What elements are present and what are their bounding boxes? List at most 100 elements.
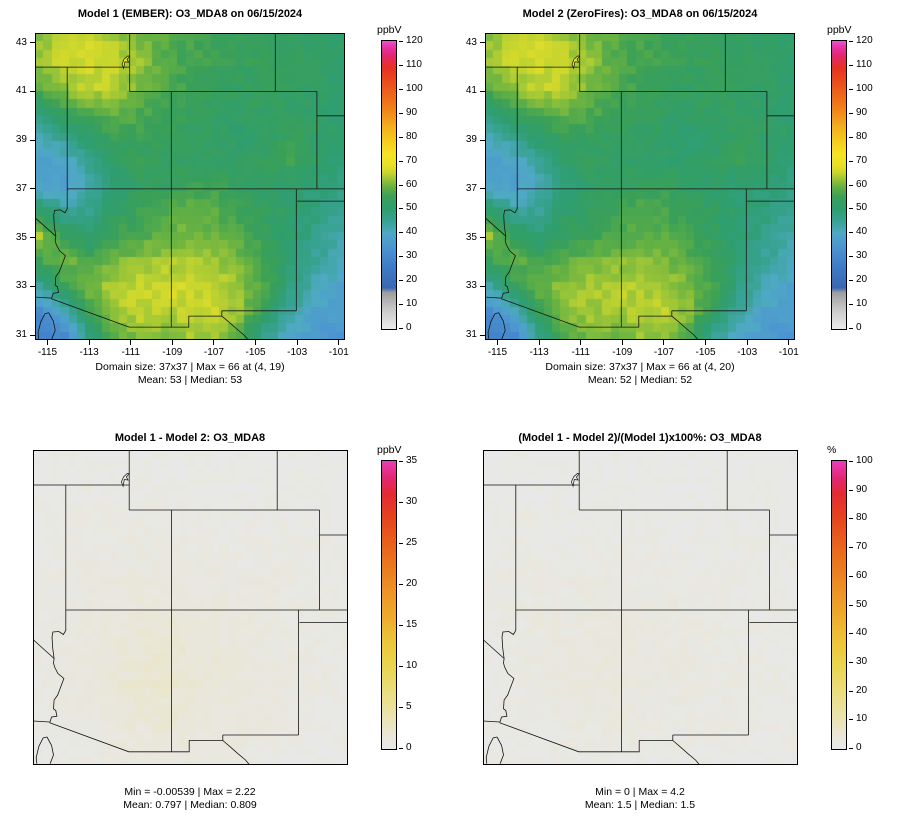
state-boundary-line (501, 298, 672, 328)
colorbar-tick-label: 60 (856, 569, 868, 581)
colorbar-tick-label: 15 (406, 619, 418, 630)
colorbar-tick (849, 461, 853, 462)
x-axis-tick (296, 340, 298, 345)
state-boundary-line (483, 720, 500, 723)
x-axis-tick-label: -111 (571, 347, 590, 358)
state-boundary-line (35, 736, 48, 764)
colorbar-tick-label: 100 (856, 455, 873, 466)
state-boundary-line (483, 639, 505, 659)
colorbar-tick-label: 30 (406, 496, 418, 507)
x-axis-tick-label: -107 (653, 347, 674, 358)
y-axis-tick (480, 285, 485, 287)
x-axis-tick-label: -101 (328, 347, 349, 358)
colorbar-tick (399, 232, 403, 234)
colorbar-tick-label: 70 (856, 541, 868, 553)
panel-stats: Domain size: 37x37 | Max = 66 at (4, 19)… (30, 361, 350, 387)
plot-frame (485, 33, 795, 340)
stats-line-2: Mean: 1.5 | Median: 1.5 (584, 799, 696, 811)
stats-line-1: Domain size: 37x37 | Max = 66 at (4, 20) (545, 361, 735, 373)
state-boundary-line (46, 736, 54, 764)
x-axis-tick (621, 340, 623, 345)
colorbar-tick (399, 304, 403, 306)
colorbar-tick (849, 489, 853, 491)
colorbar-tick-label: 10 (856, 713, 868, 725)
map-boundaries-overlay (35, 33, 345, 340)
colorbar-tick (399, 136, 403, 138)
state-boundary-line (33, 720, 50, 723)
colorbar-tick-label: 20 (406, 578, 418, 589)
y-axis-tick (480, 90, 485, 92)
x-axis-tick (705, 340, 707, 345)
stats-line-2: Mean: 53 | Median: 53 (137, 374, 243, 386)
x-axis-tick-label: -101 (778, 347, 799, 358)
colorbar-tick-label: 120 (406, 35, 423, 46)
x-axis-tick (213, 340, 215, 345)
plot-frame (35, 33, 345, 340)
heatmap-canvas (33, 450, 348, 765)
colorbar-tick-label: 80 (856, 512, 868, 524)
state-boundary-line (503, 188, 518, 237)
panel-title: Model 2 (ZeroFires): O3_MDA8 on 06/15/20… (522, 8, 758, 20)
bear-lake-outline (571, 55, 581, 70)
plot-frame (483, 450, 798, 765)
colorbar-unit-label: ppbV (377, 24, 402, 36)
colorbar-tick-label: 100 (856, 82, 873, 94)
state-boundary-line (35, 296, 52, 299)
x-axis-tick (746, 340, 748, 345)
y-axis-tick-label: 35 (15, 231, 27, 243)
state-boundary-line (487, 312, 499, 339)
colorbar-unit-label: ppbV (827, 24, 852, 36)
state-boundary-line (498, 312, 506, 339)
colorbar-tick-labels: 0 10 20 30 40 50 60 70 80 90 100 (829, 455, 899, 753)
heatmap-canvas (35, 33, 345, 340)
x-axis-tick-label: -109 (612, 347, 633, 358)
y-axis-tick (30, 237, 35, 239)
colorbar-tick-label: 40 (856, 226, 868, 238)
x-axis-tick-label: -105 (245, 347, 266, 358)
state-boundary-line (501, 610, 517, 659)
colorbar-tick (849, 719, 853, 721)
colorbar-tick (849, 41, 853, 42)
x-axis-tick-label: -109 (162, 347, 183, 358)
colorbar-tick-label: 60 (856, 178, 868, 190)
state-boundary-line (33, 639, 55, 659)
colorbar-tick (399, 461, 403, 462)
colorbar-tick (399, 748, 403, 749)
colorbar-tick-label: 80 (406, 130, 418, 142)
map-plot-area: -115 -113 -111 -109 -107 -105 -103 -101 31 33 35 37… (466, 33, 799, 358)
map-plot-area (33, 450, 348, 765)
colorbar-tick-label: 110 (856, 58, 872, 70)
colorbar-tick-label: 0 (406, 742, 412, 753)
y-axis-tick-label: 37 (465, 182, 477, 194)
colorbar-unit-label: % (827, 444, 837, 456)
stats-line-2: Mean: 52 | Median: 52 (587, 374, 693, 386)
panel-stats: Min = -0.00539 | Max = 2.22 Mean: 0.797 … (30, 786, 350, 812)
x-axis-tick (788, 340, 790, 345)
state-boundary-line (485, 217, 507, 237)
x-axis-tick-label: -103 (287, 347, 308, 358)
y-axis-tick-label: 43 (465, 36, 477, 48)
state-boundary-line (48, 312, 56, 339)
colorbar-tick (399, 502, 403, 503)
state-boundary-line (671, 310, 699, 340)
state-boundary-line (499, 722, 673, 753)
map-boundaries-overlay (483, 450, 798, 765)
y-axis-tick (30, 90, 35, 92)
stats-line-1: Min = -0.00539 | Max = 2.22 (124, 786, 256, 798)
y-axis-tick-label: 33 (465, 280, 477, 292)
colorbar-tick (399, 280, 403, 282)
y-axis-tick-label: 31 (465, 329, 477, 341)
y-axis-tick-label: 37 (15, 182, 27, 194)
colorbar-gradient (381, 40, 397, 330)
x-axis-tick (538, 340, 540, 345)
state-boundary-line (35, 217, 57, 237)
colorbar-tick (849, 208, 853, 210)
colorbar: % 0 10 20 30 40 50 60 70 80 90 100 (827, 444, 899, 774)
y-axis-tick (480, 42, 485, 44)
colorbar-tick-label: 5 (406, 701, 412, 712)
state-boundary-line (51, 236, 66, 299)
y-axis-tick-label: 43 (15, 36, 27, 48)
bear-lake-outline (571, 473, 580, 488)
x-axis-tick-label: -105 (695, 347, 716, 358)
x-axis-tick-label: -111 (121, 347, 140, 358)
